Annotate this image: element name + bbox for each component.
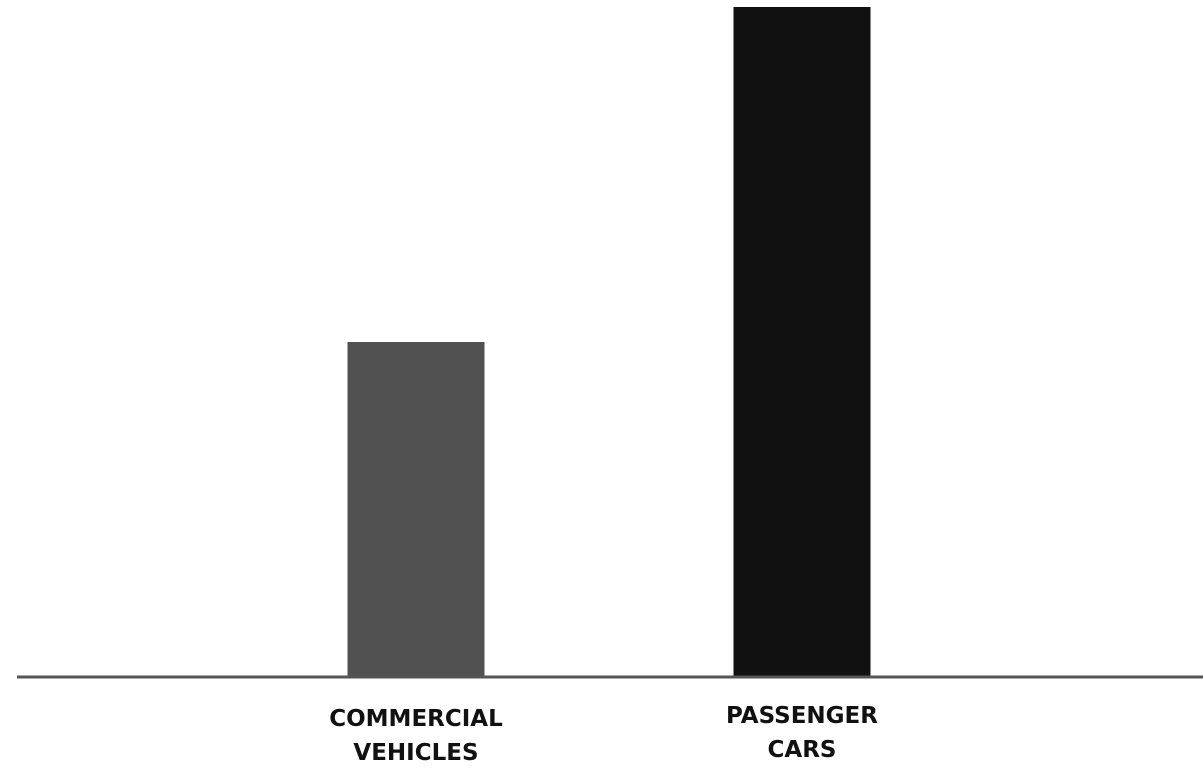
tick-labels-group: COMMERCIAL VEHICLES PASSENGER CARS [329,703,878,766]
x-tick-label-0-line-0: COMMERCIAL [329,706,503,732]
x-tick-label-1: PASSENGER CARS [726,703,878,763]
x-tick-label-1-line-0: PASSENGER [726,703,878,729]
bar-0 [347,342,485,677]
x-tick-label-1-line-1: CARS [768,737,837,763]
x-tick-label-0-line-1: VEHICLES [353,740,478,766]
x-tick-label-0: COMMERCIAL VEHICLES [329,706,503,766]
bars-group [347,7,871,677]
bar-1 [733,7,871,677]
